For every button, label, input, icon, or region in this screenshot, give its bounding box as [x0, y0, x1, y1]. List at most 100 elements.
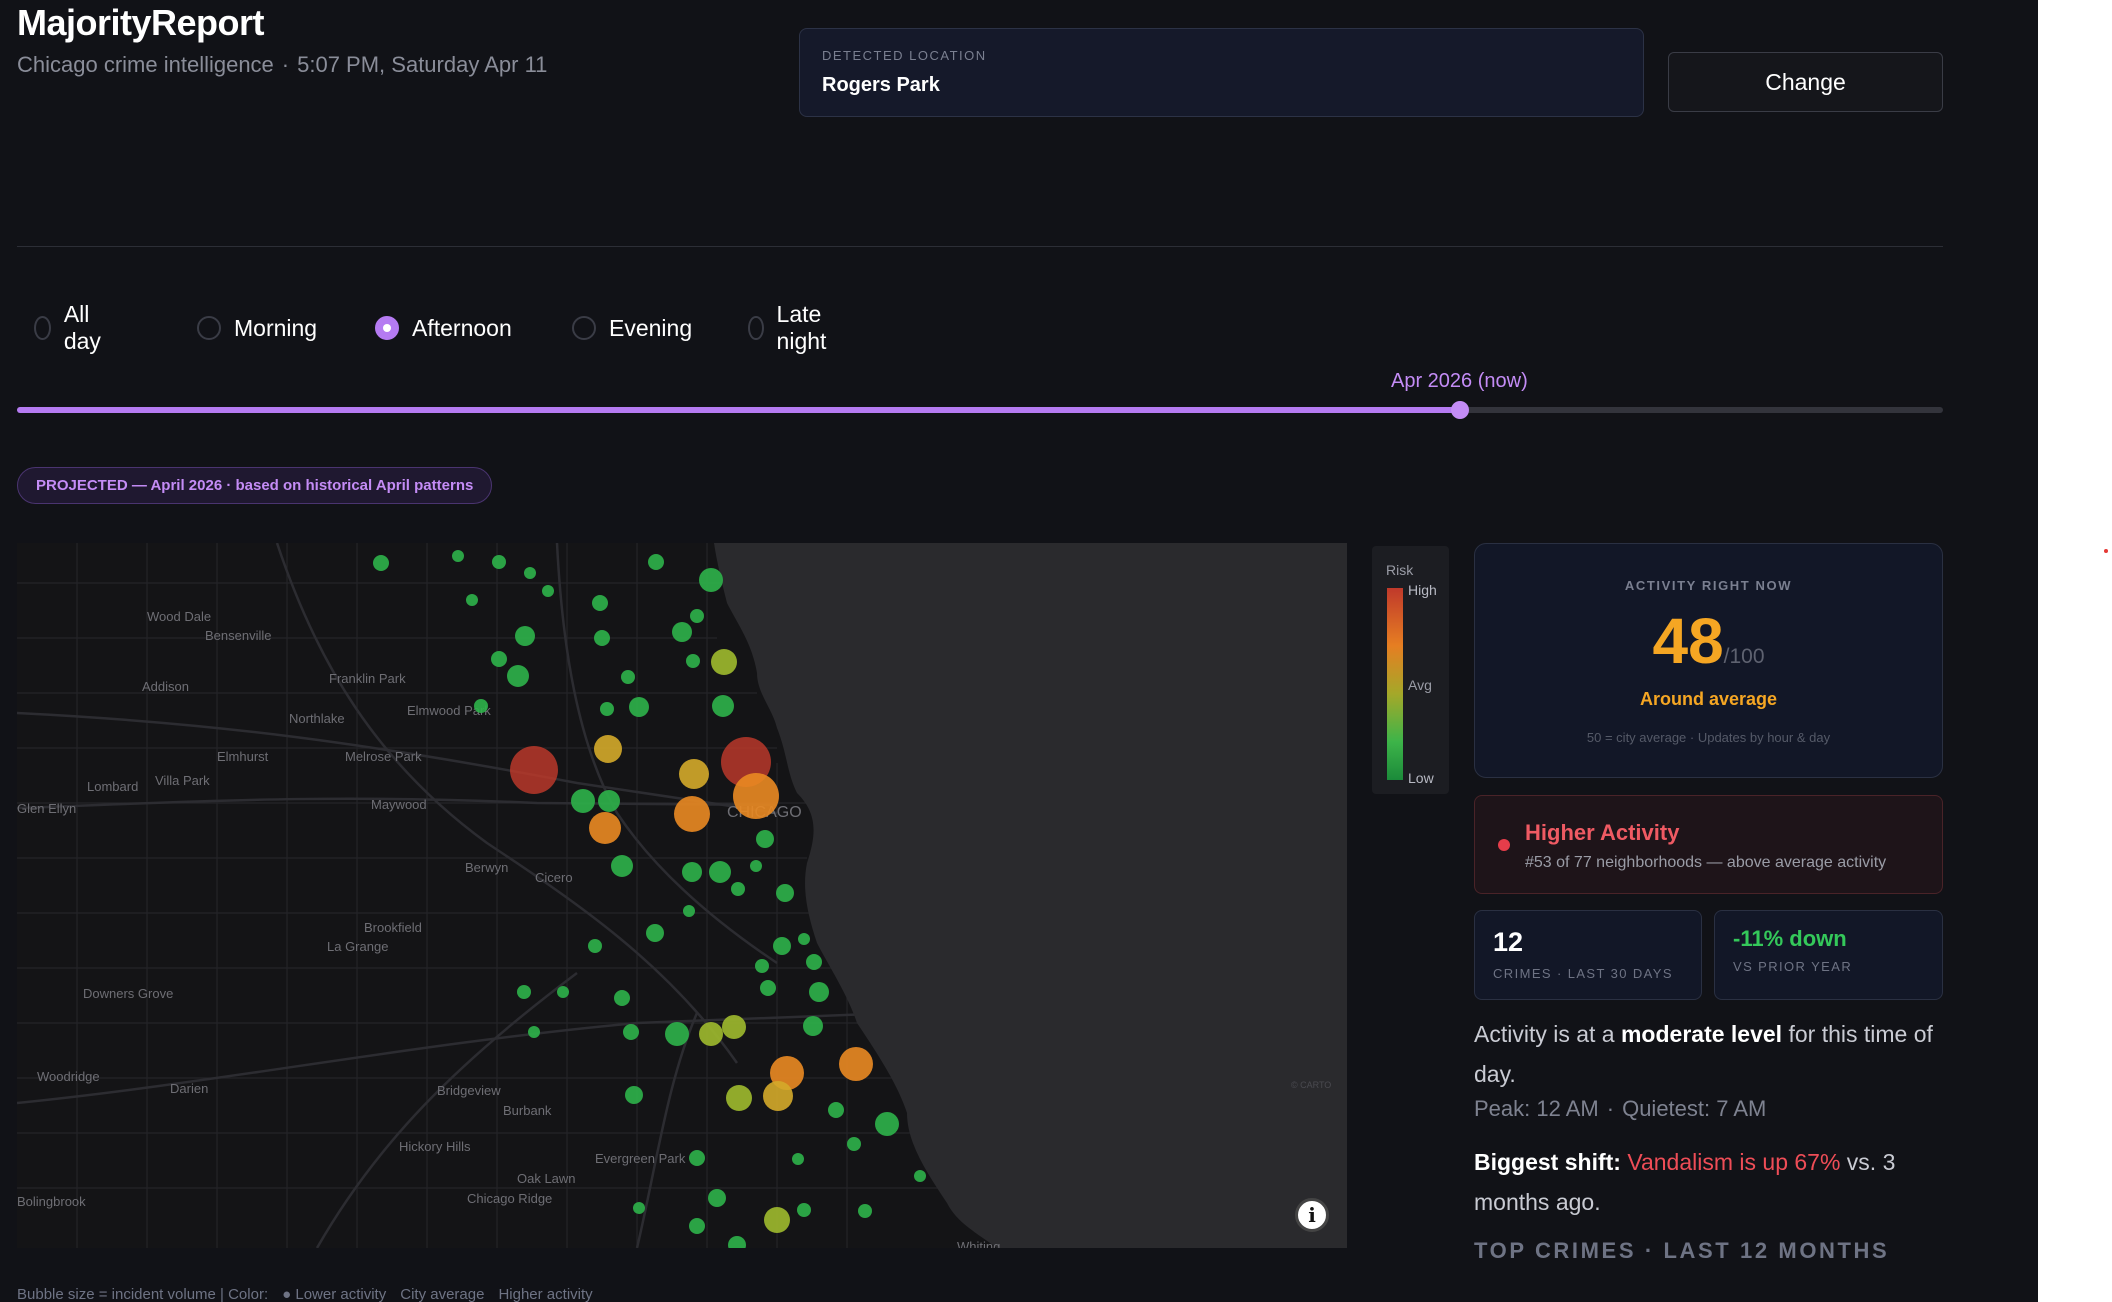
incident-bubble[interactable]: [679, 759, 709, 789]
incident-bubble[interactable]: [683, 905, 695, 917]
incident-bubble[interactable]: [633, 1202, 645, 1214]
incident-bubble[interactable]: [542, 585, 554, 597]
radio-afternoon-selected[interactable]: [375, 316, 399, 340]
radio-late-night[interactable]: [748, 316, 764, 340]
timeline-slider[interactable]: [17, 401, 1943, 419]
incident-bubble[interactable]: [708, 1189, 726, 1207]
time-option-all-day[interactable]: All day: [34, 301, 108, 354]
incident-bubble[interactable]: [689, 1218, 705, 1234]
incident-bubble[interactable]: [600, 702, 614, 716]
incident-bubble[interactable]: [517, 985, 531, 999]
map-label: Whiting: [957, 1239, 1000, 1248]
incident-bubble[interactable]: [773, 937, 791, 955]
incident-bubble[interactable]: [594, 735, 622, 763]
incident-bubble[interactable]: [515, 626, 535, 646]
incident-bubble[interactable]: [621, 670, 635, 684]
incident-bubble[interactable]: [726, 1085, 752, 1111]
incident-bubble[interactable]: [733, 773, 779, 819]
incident-bubble[interactable]: [589, 812, 621, 844]
app-subtitle: Chicago crime intelligence · 5:07 PM, Satu…: [17, 52, 547, 78]
incident-bubble[interactable]: [792, 1153, 804, 1165]
map-label: Hickory Hills: [399, 1139, 471, 1154]
map-label: Villa Park: [155, 773, 210, 788]
incident-bubble[interactable]: [598, 790, 620, 812]
time-option-late-night[interactable]: Late night: [748, 301, 835, 354]
incident-bubble[interactable]: [750, 860, 762, 872]
radio-morning[interactable]: [197, 316, 221, 340]
incident-bubble[interactable]: [592, 595, 608, 611]
incident-bubble[interactable]: [528, 1026, 540, 1038]
summary-level: moderate level: [1620, 1021, 1783, 1047]
incident-bubble[interactable]: [646, 924, 664, 942]
incident-bubble[interactable]: [760, 980, 776, 996]
incident-bubble[interactable]: [709, 861, 731, 883]
incident-bubble[interactable]: [731, 882, 745, 896]
incident-bubble[interactable]: [474, 699, 488, 713]
incident-bubble[interactable]: [712, 695, 734, 717]
radio-all-day[interactable]: [34, 316, 51, 340]
incident-bubble[interactable]: [755, 959, 769, 973]
incident-bubble[interactable]: [756, 830, 774, 848]
incident-bubble[interactable]: [776, 884, 794, 902]
incident-bubble[interactable]: [809, 982, 829, 1002]
incident-bubble[interactable]: [764, 1207, 790, 1233]
incident-bubble[interactable]: [728, 1236, 746, 1248]
incident-bubble[interactable]: [711, 649, 737, 675]
incident-bubble[interactable]: [623, 1024, 639, 1040]
incident-bubble[interactable]: [625, 1086, 643, 1104]
incident-bubble[interactable]: [828, 1102, 844, 1118]
timeline-slider-thumb[interactable]: [1450, 401, 1469, 419]
incident-bubble[interactable]: [594, 630, 610, 646]
incident-bubble[interactable]: [699, 568, 723, 592]
incident-bubble[interactable]: [858, 1204, 872, 1218]
incident-bubble[interactable]: [611, 855, 633, 877]
radio-evening[interactable]: [572, 316, 596, 340]
incident-bubble[interactable]: [914, 1170, 926, 1182]
incident-bubble[interactable]: [588, 939, 602, 953]
incident-bubble[interactable]: [797, 1203, 811, 1217]
incident-bubble[interactable]: [491, 651, 507, 667]
incident-bubble[interactable]: [689, 1150, 705, 1166]
incident-bubble[interactable]: [803, 1016, 823, 1036]
app-title: MajorityReport: [17, 2, 265, 43]
incident-bubble[interactable]: [847, 1137, 861, 1151]
incident-bubble[interactable]: [674, 796, 710, 832]
incident-bubble[interactable]: [839, 1047, 873, 1081]
incident-bubble[interactable]: [699, 1022, 723, 1046]
incident-bubble[interactable]: [466, 594, 478, 606]
incident-bubble[interactable]: [492, 555, 506, 569]
year-change-value: -11% down: [1733, 926, 1847, 951]
incident-bubble[interactable]: [571, 789, 595, 813]
incident-bubble[interactable]: [373, 555, 389, 571]
info-icon[interactable]: i: [1295, 1198, 1329, 1232]
incident-bubble[interactable]: [648, 554, 664, 570]
crime-map[interactable]: Wood Dale Bensenville Addison Franklin P…: [17, 543, 1347, 1248]
map-label: Woodridge: [37, 1069, 100, 1084]
incident-bubble[interactable]: [510, 746, 558, 794]
incident-bubble[interactable]: [452, 550, 464, 562]
map-label: Brookfield: [364, 920, 422, 935]
incident-bubble[interactable]: [690, 609, 704, 623]
incident-bubble[interactable]: [763, 1081, 793, 1111]
peak-quietest: Peak: 12 AM · Quietest: 7 AM: [1474, 1096, 1766, 1122]
incident-bubble[interactable]: [672, 622, 692, 642]
time-option-evening[interactable]: Evening: [572, 308, 692, 348]
change-location-button[interactable]: Change: [1668, 52, 1943, 112]
incident-bubble[interactable]: [614, 990, 630, 1006]
time-option-afternoon[interactable]: Afternoon: [375, 308, 512, 348]
incident-bubble[interactable]: [686, 654, 700, 668]
incident-bubble[interactable]: [557, 986, 569, 998]
incident-bubble[interactable]: [798, 933, 810, 945]
incident-bubbles[interactable]: [373, 550, 926, 1248]
incident-bubble[interactable]: [806, 954, 822, 970]
map-label: Chicago Ridge: [467, 1191, 552, 1206]
incident-bubble[interactable]: [875, 1112, 899, 1136]
incident-bubble[interactable]: [524, 567, 536, 579]
incident-bubble[interactable]: [507, 665, 529, 687]
incident-bubble[interactable]: [629, 697, 649, 717]
incident-bubble[interactable]: [665, 1022, 689, 1046]
incident-bubble[interactable]: [682, 862, 702, 882]
incident-bubble[interactable]: [722, 1015, 746, 1039]
time-option-morning[interactable]: Morning: [197, 308, 317, 348]
map-label: Northlake: [289, 711, 345, 726]
